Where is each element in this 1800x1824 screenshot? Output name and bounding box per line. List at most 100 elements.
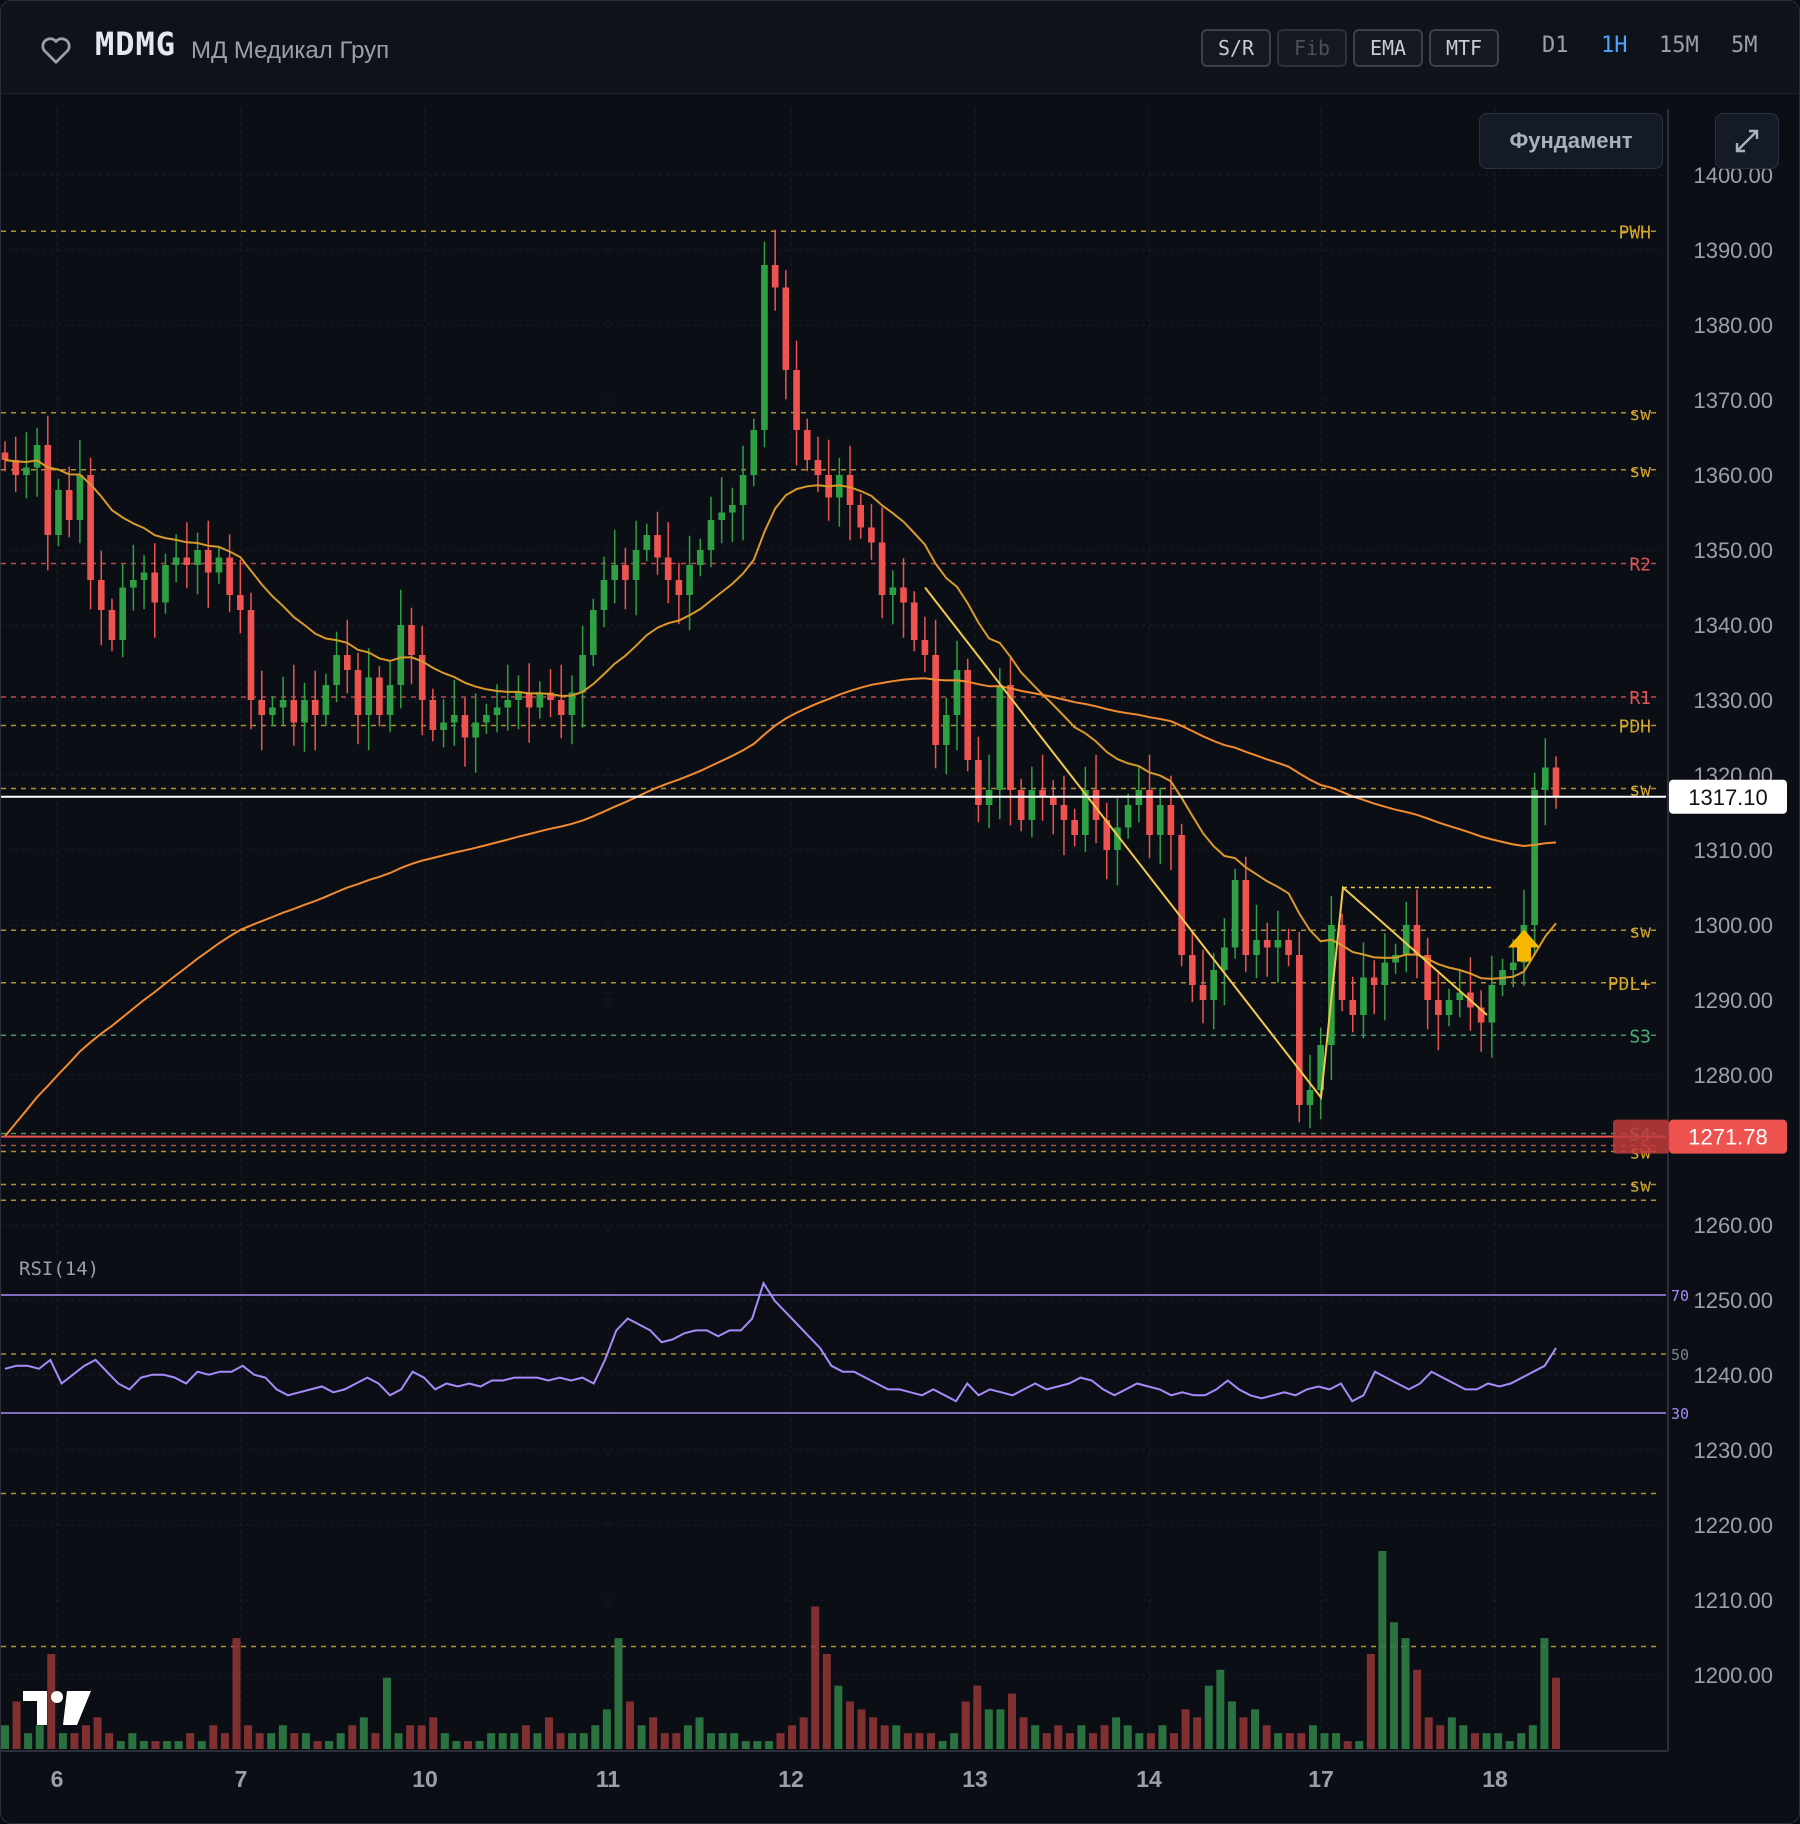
buy-arrow-icon [1508, 929, 1540, 962]
candle-body [1488, 985, 1496, 1023]
candle-body [1199, 985, 1207, 1000]
candle-body [226, 557, 233, 595]
level-label: R1 [1629, 688, 1651, 709]
volume-bar [1378, 1551, 1387, 1749]
candle-body [729, 505, 736, 513]
candle-body [579, 655, 586, 693]
candle-body [504, 700, 512, 708]
candle-body [33, 445, 41, 468]
candle-body [1477, 1007, 1485, 1023]
candle-body [1167, 805, 1175, 835]
volume-bar [35, 1725, 44, 1749]
volume-bar [626, 1701, 635, 1749]
toggle-sr-button[interactable]: S/R [1201, 29, 1271, 67]
volume-bar [1135, 1733, 1144, 1749]
toggle-ema-button[interactable]: EMA [1353, 29, 1423, 67]
heart-icon[interactable] [39, 35, 73, 65]
timeframe-d1[interactable]: D1 [1542, 33, 1569, 58]
level-label: sw [1629, 461, 1651, 482]
y-tick-label: 1210.00 [1693, 1588, 1773, 1613]
volume-bar [707, 1733, 716, 1749]
volume-bar [568, 1733, 577, 1749]
candle-body [996, 685, 1004, 790]
candle-body [290, 700, 298, 723]
candle-body [1007, 685, 1014, 790]
volume-bar [1158, 1725, 1167, 1749]
volume-bar [1181, 1709, 1190, 1749]
alert-stub [1613, 1119, 1669, 1154]
y-tick-label: 1330.00 [1693, 688, 1773, 713]
volume-bar [12, 1701, 21, 1749]
candle-body [1114, 827, 1121, 850]
candle-body [269, 707, 276, 715]
toolbar: MDMG МД Медикал Груп S/R Fib EMA MTF D1 … [1, 1, 1799, 94]
candle-body [1049, 797, 1057, 805]
candle-body [279, 700, 287, 708]
volume-bar [602, 1709, 611, 1749]
volume-bar [637, 1725, 646, 1749]
x-tick-label: 11 [596, 1766, 621, 1792]
volume-bar [614, 1638, 623, 1749]
candle-body [525, 692, 533, 708]
volume-bar [267, 1733, 276, 1749]
volume-bar [417, 1725, 426, 1749]
volume-bar [278, 1725, 287, 1749]
candle-body [814, 460, 822, 475]
candle-body [622, 565, 629, 580]
x-tick-label: 6 [51, 1766, 64, 1792]
candle-body [1017, 790, 1025, 820]
candle-body [1156, 805, 1164, 835]
y-tick-label: 1290.00 [1693, 988, 1773, 1013]
y-tick-label: 1230.00 [1693, 1438, 1773, 1463]
candle-body [55, 490, 62, 535]
volume-bar [1552, 1677, 1560, 1749]
volume-bar [510, 1733, 519, 1749]
candle-body [215, 557, 223, 573]
candle-body [1146, 790, 1153, 835]
volume-bar [950, 1733, 959, 1749]
y-tick-label: 1310.00 [1693, 838, 1773, 863]
volume-bar [521, 1725, 530, 1749]
volume-bar [834, 1685, 843, 1749]
last-price-tag-bg [1669, 779, 1787, 814]
candle-body [1295, 955, 1303, 1105]
candle-body [568, 692, 576, 715]
candle-body [696, 550, 704, 565]
toggle-fib-button[interactable]: Fib [1277, 29, 1347, 67]
candle-body [311, 700, 319, 715]
volume-bar [1251, 1709, 1260, 1749]
candle-body [322, 685, 330, 715]
volume-bar [209, 1725, 218, 1749]
volume-bar [197, 1741, 206, 1749]
candle-body [1178, 835, 1185, 955]
candle-body [1221, 947, 1228, 970]
volume-bar [649, 1717, 658, 1749]
timeframe-5m[interactable]: 5M [1731, 33, 1758, 58]
toggle-mtf-button[interactable]: MTF [1429, 29, 1499, 67]
volume-bar [869, 1717, 878, 1749]
volume-bar [440, 1733, 449, 1749]
y-tick-label: 1340.00 [1693, 613, 1773, 638]
volume-bar [1216, 1669, 1225, 1749]
volume-bar [1401, 1638, 1410, 1749]
volume-bar [961, 1701, 970, 1749]
timeframe-15m[interactable]: 15M [1659, 33, 1699, 58]
expand-icon [1735, 129, 1759, 153]
candle-body [365, 677, 372, 715]
expand-button[interactable] [1715, 113, 1779, 169]
volume-bar [163, 1741, 172, 1749]
candle-body [910, 602, 918, 640]
timeframe-1h[interactable]: 1H [1601, 33, 1628, 58]
candle-body [1435, 1000, 1442, 1015]
candle-body [1392, 955, 1399, 963]
volume-bar [1389, 1622, 1398, 1749]
volume-bar [1482, 1733, 1491, 1749]
candle-body [12, 460, 20, 475]
candle-body [868, 527, 875, 543]
candle-body [1, 452, 9, 460]
volume-bar [128, 1733, 137, 1749]
fundament-button[interactable]: Фундамент [1479, 113, 1663, 169]
volume-bar [1007, 1693, 1016, 1749]
candle-body [1092, 790, 1100, 820]
